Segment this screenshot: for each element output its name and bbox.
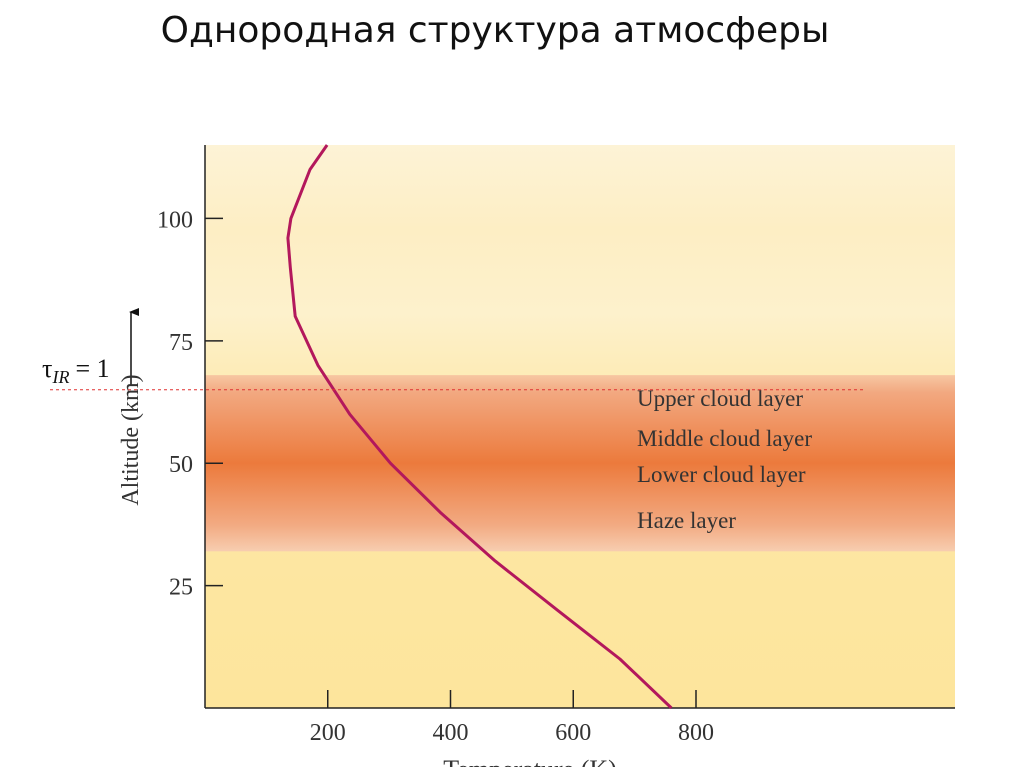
y-tick-label: 50 [169, 452, 193, 478]
reference-label-part: = 1 [75, 354, 109, 383]
reference-label-part: IR [51, 367, 69, 387]
x-tick-label: 800 [678, 720, 714, 746]
y-tick-label: 100 [157, 207, 193, 233]
x-axis-label: Temperature (K) [443, 755, 617, 767]
y-tick-label: 25 [169, 575, 193, 601]
x-tick-label: 400 [432, 720, 468, 746]
y-tick-label: 75 [169, 330, 193, 356]
layer-label: Haze layer [637, 508, 736, 533]
reference-label-part: τ [42, 354, 52, 383]
layer-label: Middle cloud layer [637, 426, 812, 451]
x-tick-label: 200 [310, 720, 346, 746]
layer-label: Lower cloud layer [637, 462, 806, 487]
y-axis-label: Altitude (km) [118, 374, 144, 505]
cloud-band [205, 375, 955, 552]
x-tick-label: 600 [555, 720, 591, 746]
reference-label: τIR = 1 [42, 354, 110, 387]
slide-title: Однородная структура атмосферы [161, 10, 830, 51]
